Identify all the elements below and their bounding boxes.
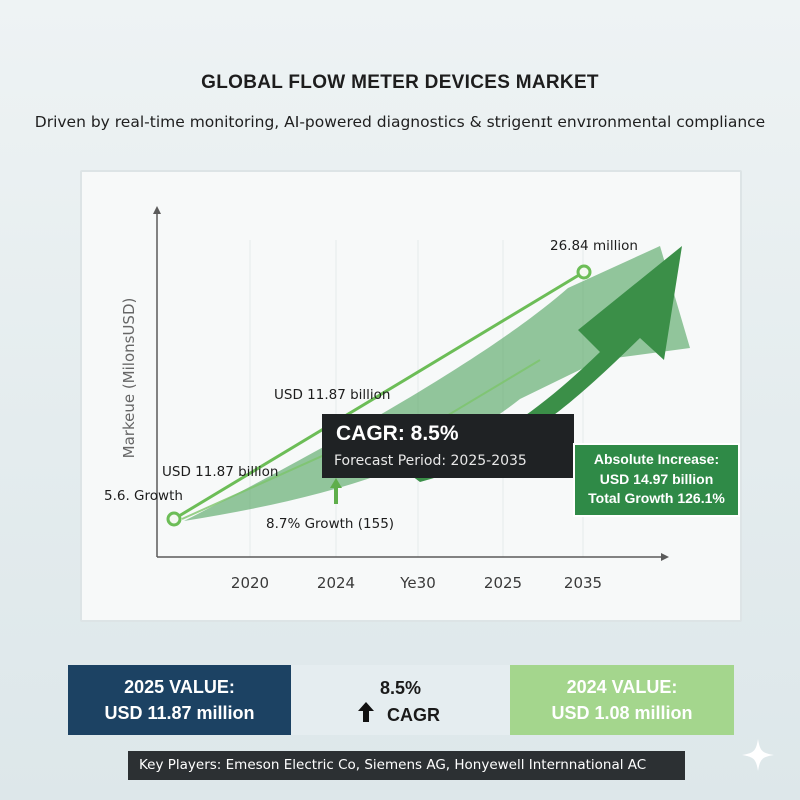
x-tick-label: 2025 bbox=[484, 574, 522, 592]
card-2024-amount: USD 1.08 million bbox=[551, 703, 693, 723]
growth-note-label: 8.7% Growth (155) bbox=[266, 516, 394, 532]
card-2025-value: 2025 VALUE: USD 11.87 million bbox=[68, 665, 291, 735]
chart-labels: 2020 2024 Ye30 2025 2035 Markeue (MilonsUSD) 2… bbox=[104, 238, 638, 592]
data-point-end bbox=[576, 264, 592, 280]
card-cagr: 8.5% CAGR bbox=[291, 665, 510, 735]
up-arrow-icon bbox=[358, 702, 374, 722]
page-subtitle: Driven by real-time monitoring, AI-power… bbox=[34, 113, 766, 131]
x-tick-label: 2020 bbox=[231, 574, 269, 592]
absolute-increase-label: Absolute Increase: bbox=[593, 451, 720, 467]
forecast-period: Forecast Period: 2025-2035 bbox=[334, 453, 527, 469]
growth-band-fill bbox=[184, 246, 690, 521]
total-growth-value: Total Growth 126.1% bbox=[588, 490, 725, 506]
card-2025-amount: USD 11.87 million bbox=[104, 703, 255, 723]
absolute-increase-value: USD 14.97 billion bbox=[599, 470, 714, 487]
key-players-bar: Key Players: Emeson Electric Co, Siemens… bbox=[128, 751, 685, 780]
card-2024-label: 2024 VALUE: bbox=[566, 677, 678, 697]
x-tick-label: 2035 bbox=[564, 574, 602, 592]
y-axis-arrowhead bbox=[153, 206, 161, 214]
page-title: GLOBAL FLOW METER DEVICES MARKET bbox=[201, 72, 599, 93]
chart-series bbox=[166, 264, 592, 527]
series-line bbox=[173, 270, 585, 521]
x-axis-arrowhead bbox=[661, 553, 669, 561]
card-2024-value: 2024 VALUE: USD 1.08 million bbox=[510, 665, 734, 735]
card-cagr-value: 8.5% bbox=[379, 678, 422, 698]
small-growth-arrow bbox=[330, 478, 342, 504]
data-point-start bbox=[166, 511, 182, 527]
start-growth-label: 5.6. Growth bbox=[104, 488, 183, 504]
absolute-increase-callout: Absolute Increase: USD 14.97 billion Tot… bbox=[573, 443, 740, 517]
sparkle-icon bbox=[742, 739, 774, 771]
card-2025-label: 2025 VALUE: bbox=[124, 677, 235, 697]
x-tick-label: 2024 bbox=[317, 574, 355, 592]
card-cagr-label: CAGR bbox=[387, 705, 440, 725]
cagr-callout: CAGR: 8.5% Forecast Period: 2025-2035 bbox=[322, 414, 574, 478]
mid-left-value-label: USD 11.87 billion bbox=[162, 464, 278, 480]
chart-axes bbox=[153, 206, 669, 561]
mid-upper-value-label: USD 11.87 billion bbox=[274, 387, 390, 403]
growth-arrow bbox=[404, 246, 682, 482]
end-value-label: 26.84 million bbox=[550, 238, 638, 254]
y-axis-label: Markeue (MilonsUSD) bbox=[120, 298, 138, 459]
cagr-headline: CAGR: 8.5% bbox=[336, 422, 459, 445]
x-tick-label: Ye30 bbox=[399, 574, 436, 592]
chart-panel bbox=[80, 170, 742, 622]
